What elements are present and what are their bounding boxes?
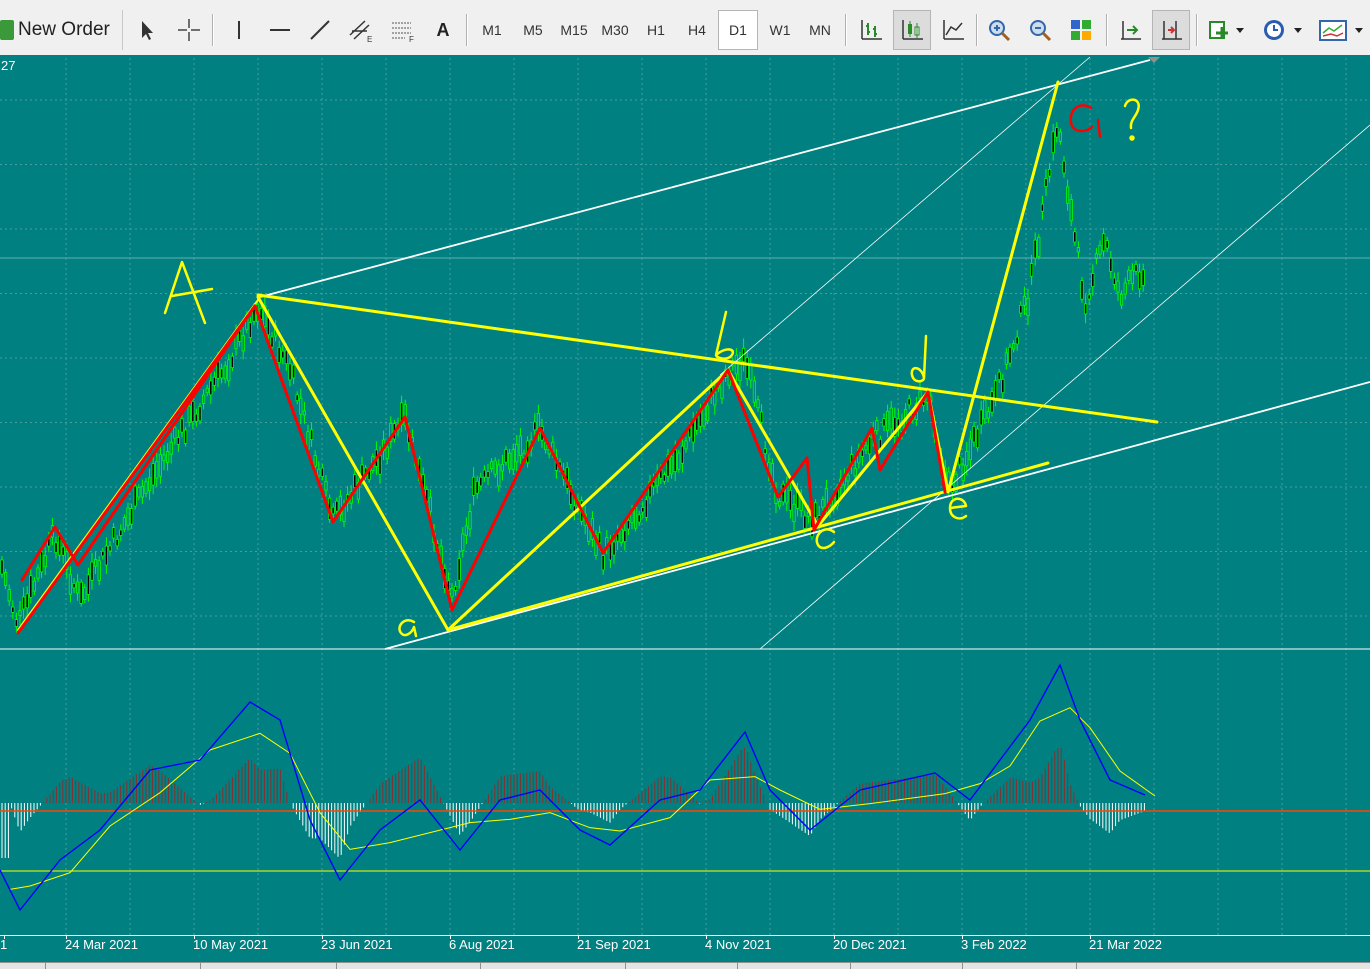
triangle-upper-trendline	[256, 293, 1159, 424]
label-d-lower	[910, 334, 928, 383]
red-impulse-line-1	[16, 304, 257, 635]
toolbar-separator	[1196, 14, 1198, 46]
line-chart-button[interactable]	[934, 10, 972, 50]
vertical-line-icon	[238, 21, 240, 39]
time-label: 21 Sep 2021	[577, 937, 651, 952]
tile-windows-button[interactable]	[1063, 10, 1099, 50]
white-channel-lines	[259, 56, 1370, 650]
periodicity-dropdown-button[interactable]	[1256, 10, 1308, 50]
timeframe-m30[interactable]: M30	[601, 22, 629, 38]
horizontal-line-icon	[270, 29, 290, 31]
toolbar: New Order E F A M1 M5 M15 M30 H1 H4 D1 W…	[0, 0, 1370, 56]
candlestick-chart-button[interactable]	[893, 10, 931, 50]
templates-dropdown-button[interactable]	[1314, 10, 1370, 50]
macd-main-line	[0, 663, 1146, 912]
text-tool-label: A	[436, 19, 450, 40]
label-a-lower	[398, 619, 418, 638]
toolbar-separator	[845, 14, 847, 46]
channel-inner-line-2	[759, 124, 1370, 650]
macd-histogram	[1, 748, 1145, 858]
timeframe-m5[interactable]: M5	[523, 22, 543, 38]
wave-labels	[163, 98, 1140, 638]
label-b-lower	[714, 310, 735, 360]
timeframe-h4[interactable]: H4	[688, 22, 706, 38]
chart-shift-button[interactable]	[1152, 10, 1190, 50]
chart-background	[0, 55, 1370, 935]
trend-line-icon	[310, 20, 330, 40]
time-label: 24 Mar 2021	[65, 937, 138, 952]
zoom-out-icon	[1030, 20, 1052, 42]
crosshair-tool-button[interactable]	[170, 10, 208, 50]
timeframe-h1[interactable]: H1	[647, 22, 665, 38]
auto-scroll-icon	[1121, 21, 1141, 40]
cursor-tool-button[interactable]	[130, 10, 164, 50]
label-c-lower	[815, 528, 836, 550]
zoom-out-button[interactable]	[1022, 10, 1058, 50]
trend-line-tool-button[interactable]	[302, 10, 338, 50]
channel-lower-line	[384, 381, 1370, 650]
indicators-dropdown-button[interactable]	[1201, 10, 1251, 50]
toolbar-separator	[466, 14, 468, 46]
label-A	[163, 260, 214, 325]
time-label: 20 Dec 2021	[833, 937, 907, 952]
time-label: 6 Aug 2021	[449, 937, 515, 952]
price-chart-canvas[interactable]	[0, 55, 1370, 935]
time-label: 21 Mar 2022	[1089, 937, 1162, 952]
zoom-in-button[interactable]	[981, 10, 1017, 50]
svg-text:E: E	[367, 35, 372, 43]
crosshair-icon	[178, 19, 200, 41]
timeframe-m15[interactable]: M15	[560, 22, 588, 38]
horizontal-line-tool-button[interactable]	[262, 10, 298, 50]
fibonacci-tool-button[interactable]: F	[384, 10, 422, 50]
line-chart-icon	[943, 20, 964, 40]
chart-tabs-bar[interactable]	[0, 962, 1370, 969]
toolbar-separator	[1106, 14, 1108, 46]
timeframe-w1[interactable]: W1	[769, 22, 791, 38]
red-zigzag-annotation	[16, 304, 947, 635]
timeframe-d1[interactable]: D1	[718, 10, 758, 50]
zoom-in-icon	[989, 20, 1011, 42]
new-order-label: New Order	[18, 19, 110, 40]
vertical-line-tool-button[interactable]	[222, 10, 256, 50]
macd-signal-line	[9, 707, 1156, 890]
label-C1	[1069, 104, 1102, 139]
text-tool-button[interactable]: A	[426, 10, 460, 50]
time-label: 3 Feb 2022	[961, 937, 1027, 952]
toolbar-separator	[976, 14, 978, 46]
timeframe-mn[interactable]: MN	[809, 22, 831, 38]
fibonacci-icon: F	[392, 22, 414, 43]
bar-chart-icon	[861, 20, 882, 40]
cursor-arrow-icon	[142, 21, 153, 40]
templates-icon	[1319, 20, 1363, 41]
equidistant-channel-tool-button[interactable]: E	[342, 10, 380, 50]
bar-chart-button[interactable]	[852, 10, 890, 50]
channel-upper-line	[259, 59, 1151, 298]
time-label: 23 Jun 2021	[321, 937, 393, 952]
price-scale-fragment: 27	[1, 58, 16, 73]
menu-bar-fragment	[0, 0, 300, 6]
auto-scroll-button[interactable]	[1111, 10, 1149, 50]
chart-shift-icon	[1162, 21, 1182, 40]
red-wave-zigzag	[253, 304, 947, 612]
label-e-lower	[948, 497, 968, 520]
time-label: 1	[0, 937, 8, 952]
channel-inner-line-1	[719, 56, 1091, 376]
red-impulse-line-2	[20, 304, 257, 582]
candlestick-icon	[902, 20, 923, 40]
new-order-icon	[0, 20, 14, 40]
chart-shift-marker[interactable]	[1148, 57, 1160, 63]
indicators-add-icon	[1209, 21, 1244, 39]
new-order-button[interactable]: New Order	[0, 10, 123, 50]
label-question-mark	[1123, 98, 1140, 141]
time-label: 10 May 2021	[193, 937, 269, 952]
tile-windows-icon	[1071, 20, 1091, 40]
toolbar-separator	[212, 14, 214, 46]
timeframe-m1[interactable]: M1	[482, 22, 502, 38]
svg-text:F: F	[409, 35, 414, 43]
time-label: 4 Nov 2021	[705, 937, 772, 952]
clock-icon	[1264, 20, 1302, 40]
equidistant-channel-icon: E	[349, 20, 372, 43]
chart-window[interactable]: 27	[0, 55, 1370, 935]
